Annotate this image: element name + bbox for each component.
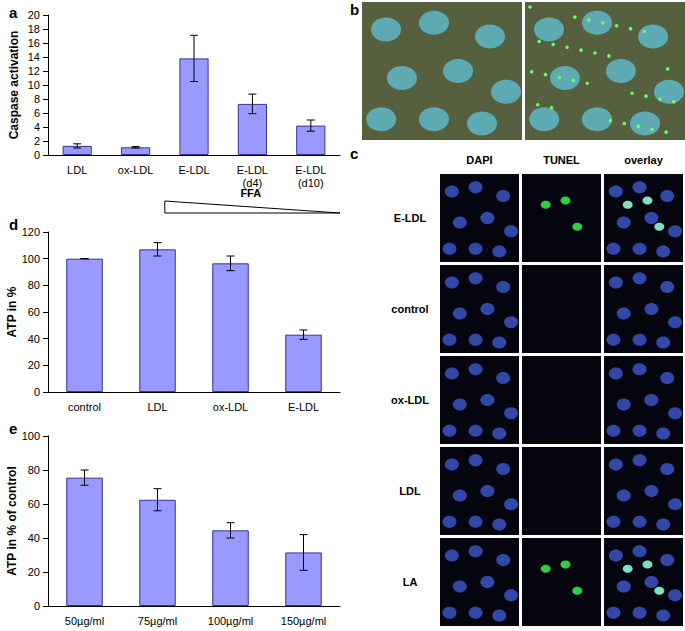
svg-text:a: a <box>9 4 18 21</box>
svg-text:b: b <box>350 1 359 18</box>
svg-text:TUNEL: TUNEL <box>543 154 580 166</box>
svg-text:(d10): (d10) <box>298 177 324 189</box>
svg-text:14: 14 <box>28 51 40 63</box>
svg-text:E-LDL: E-LDL <box>394 212 427 224</box>
svg-text:60: 60 <box>28 306 40 318</box>
svg-text:E-LDL: E-LDL <box>295 164 326 176</box>
svg-text:100µg/ml: 100µg/ml <box>208 615 253 627</box>
svg-text:40: 40 <box>28 333 40 345</box>
svg-text:overlay: overlay <box>624 154 663 166</box>
svg-text:100: 100 <box>22 430 40 442</box>
svg-text:18: 18 <box>28 23 40 35</box>
svg-text:12: 12 <box>28 65 40 77</box>
svg-text:60: 60 <box>28 498 40 510</box>
svg-text:control: control <box>391 303 428 315</box>
svg-text:100: 100 <box>22 253 40 265</box>
svg-text:0: 0 <box>34 600 40 612</box>
svg-text:80: 80 <box>28 464 40 476</box>
svg-text:Caspase activation: Caspase activation <box>7 31 21 140</box>
svg-text:d: d <box>9 216 18 233</box>
svg-text:16: 16 <box>28 37 40 49</box>
svg-text:LDL: LDL <box>67 164 87 176</box>
svg-text:E-LDL: E-LDL <box>237 164 268 176</box>
svg-text:20: 20 <box>28 359 40 371</box>
svg-text:ox-LDL: ox-LDL <box>391 394 429 406</box>
svg-text:10: 10 <box>28 79 40 91</box>
svg-text:ATP in %: ATP in % <box>5 286 19 337</box>
svg-text:e: e <box>9 420 17 437</box>
svg-text:E-LDL: E-LDL <box>178 164 209 176</box>
svg-text:LDL: LDL <box>147 401 167 413</box>
svg-text:20: 20 <box>28 9 40 21</box>
svg-text:LA: LA <box>403 576 418 588</box>
svg-text:75µg/ml: 75µg/ml <box>138 615 177 627</box>
svg-text:ox-LDL: ox-LDL <box>213 401 248 413</box>
svg-text:150µg/ml: 150µg/ml <box>281 615 326 627</box>
svg-text:c: c <box>350 145 358 162</box>
svg-text:2: 2 <box>34 135 40 147</box>
svg-text:(d4): (d4) <box>243 177 263 189</box>
svg-text:80: 80 <box>28 279 40 291</box>
svg-text:20: 20 <box>28 566 40 578</box>
svg-text:0: 0 <box>34 386 40 398</box>
svg-text:control: control <box>68 401 101 413</box>
svg-text:4: 4 <box>34 121 40 133</box>
svg-text:6: 6 <box>34 107 40 119</box>
svg-text:FFA: FFA <box>240 186 262 199</box>
svg-text:50µg/ml: 50µg/ml <box>65 615 104 627</box>
svg-text:8: 8 <box>34 93 40 105</box>
svg-text:0: 0 <box>34 149 40 161</box>
svg-text:DAPI: DAPI <box>466 154 492 166</box>
svg-text:120: 120 <box>22 226 40 238</box>
svg-text:E-LDL: E-LDL <box>288 401 319 413</box>
svg-text:ATP in % of control: ATP in % of control <box>5 466 19 576</box>
svg-text:ox-LDL: ox-LDL <box>118 164 153 176</box>
svg-text:LDL: LDL <box>399 485 421 497</box>
svg-text:40: 40 <box>28 532 40 544</box>
